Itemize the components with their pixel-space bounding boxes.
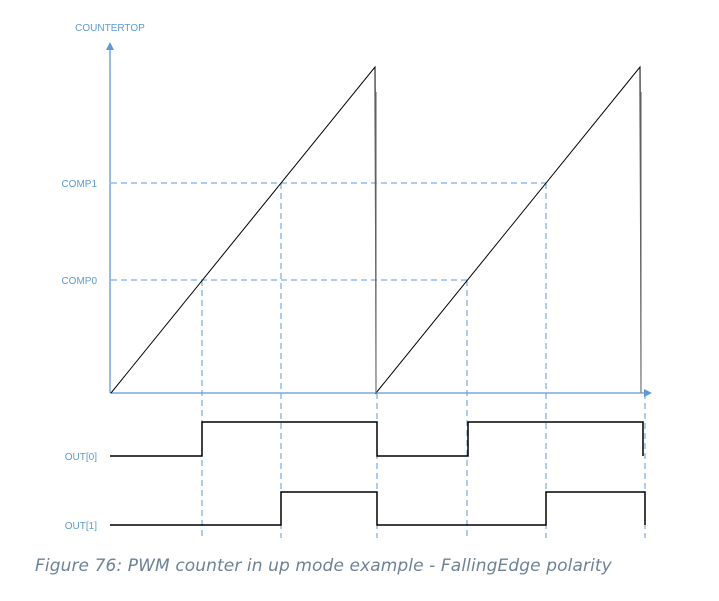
out0-label: OUT[0] <box>65 452 97 463</box>
out1-waveform <box>110 491 646 526</box>
countertop-label: COUNTERTOP <box>75 23 145 34</box>
out1-label: OUT[1] <box>65 521 97 532</box>
comp0-label: COMP0 <box>61 276 97 287</box>
comp1-label: COMP1 <box>61 179 97 190</box>
out0-waveform <box>110 421 644 457</box>
compare-guides <box>111 182 646 538</box>
figure-caption: Figure 76: PWM counter in up mode exampl… <box>35 556 612 576</box>
